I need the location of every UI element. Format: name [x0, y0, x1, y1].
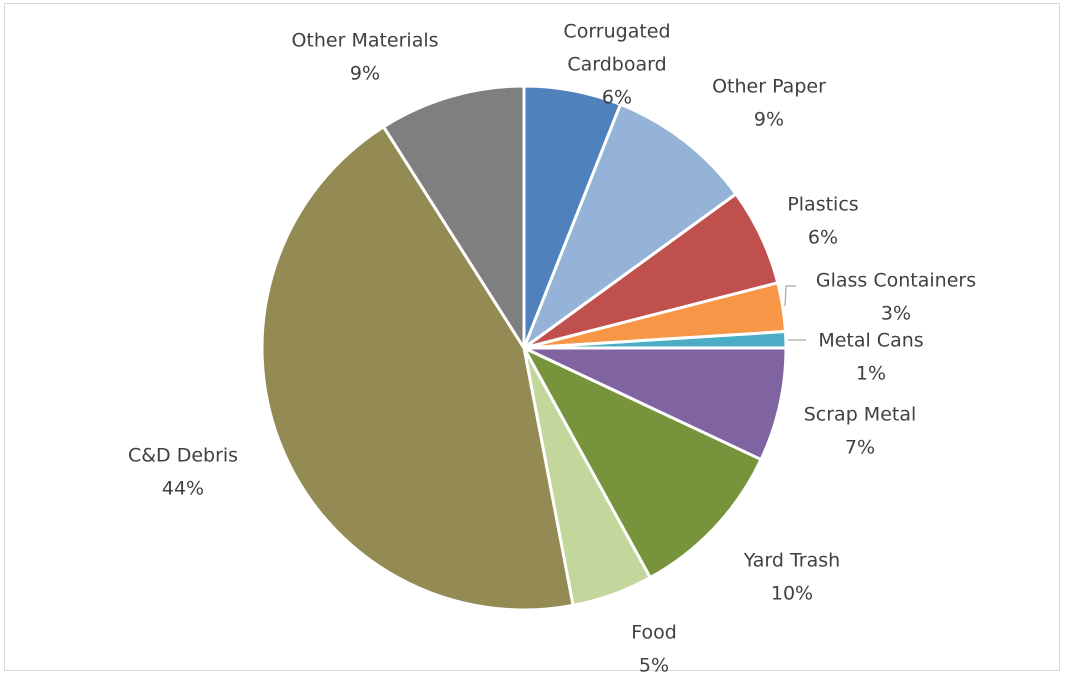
- slice-percent-other-paper: 9%: [754, 109, 784, 131]
- slice-other-paper: [522, 102, 738, 350]
- slice-percent-yard-trash: 10%: [771, 583, 813, 605]
- slice-label-plastics: Plastics: [787, 194, 858, 216]
- slice-percent-metal-cans: 1%: [856, 363, 886, 385]
- slice-percent-corrugated-cardboard: 6%: [602, 87, 632, 109]
- slice-percent-other-materials: 9%: [350, 63, 380, 85]
- slice-labels: Corrugated Cardboard 6% Other Paper 9% Plasti…: [128, 21, 976, 677]
- slice-label-c-d-debris: C&D Debris: [128, 445, 238, 467]
- slice-label-corrugated-cardboard-line-1: Corrugated: [563, 21, 670, 43]
- slice-label-yard-trash: Yard Trash: [743, 550, 840, 572]
- slice-c-d-debris: [260, 125, 575, 612]
- slice-label-corrugated-cardboard-line-2: Cardboard: [567, 54, 666, 76]
- slice-percent-scrap-metal: 7%: [845, 437, 875, 459]
- slice-other-materials: [382, 84, 526, 350]
- slice-label-food: Food: [631, 622, 677, 644]
- slice-label-other-materials: Other Materials: [291, 30, 438, 52]
- leader-lines: [784, 285, 806, 341]
- slice-percent-glass-containers: 3%: [881, 303, 911, 325]
- slice-percent-c-d-debris: 44%: [162, 478, 204, 500]
- pie-slices: [260, 84, 788, 612]
- slice-percent-plastics: 6%: [808, 227, 838, 249]
- slice-label-metal-cans: Metal Cans: [818, 330, 923, 352]
- slice-label-scrap-metal: Scrap Metal: [804, 404, 917, 426]
- slice-scrap-metal: [522, 346, 788, 462]
- slice-percent-food: 5%: [639, 655, 669, 677]
- slice-yard-trash: [522, 346, 763, 580]
- slice-label-glass-containers: Glass Containers: [816, 270, 976, 292]
- slice-label-other-paper: Other Paper: [712, 76, 826, 98]
- leader-line-glass-containers: [784, 285, 796, 307]
